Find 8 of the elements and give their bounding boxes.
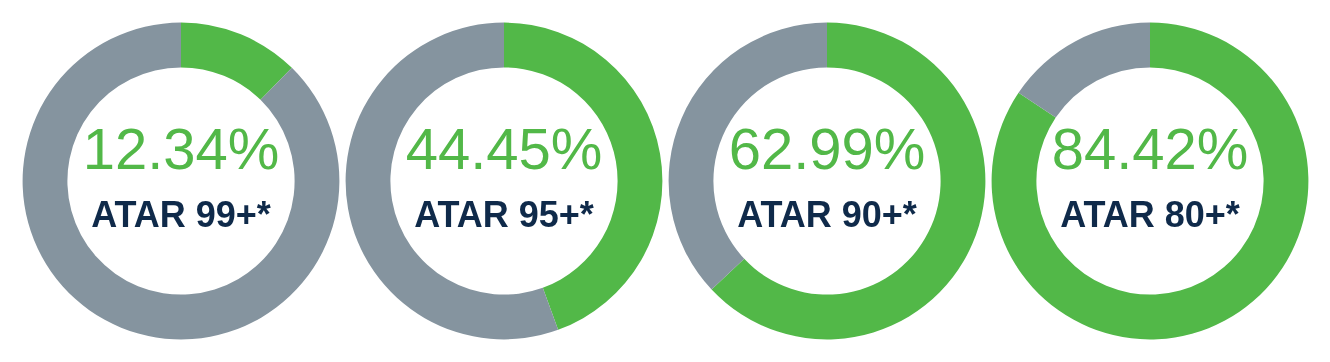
text: ATAR 80+*: [1060, 193, 1240, 235]
data-label: 62.99%: [728, 115, 926, 181]
text: ATAR 99+*: [91, 193, 271, 235]
text: ATAR 95+*: [414, 193, 594, 235]
data-label: 44.45%: [405, 115, 603, 181]
text: ATAR 90+*: [737, 193, 917, 235]
data-label: 12.34%: [82, 115, 280, 181]
data-label: 84.42%: [1051, 115, 1249, 181]
